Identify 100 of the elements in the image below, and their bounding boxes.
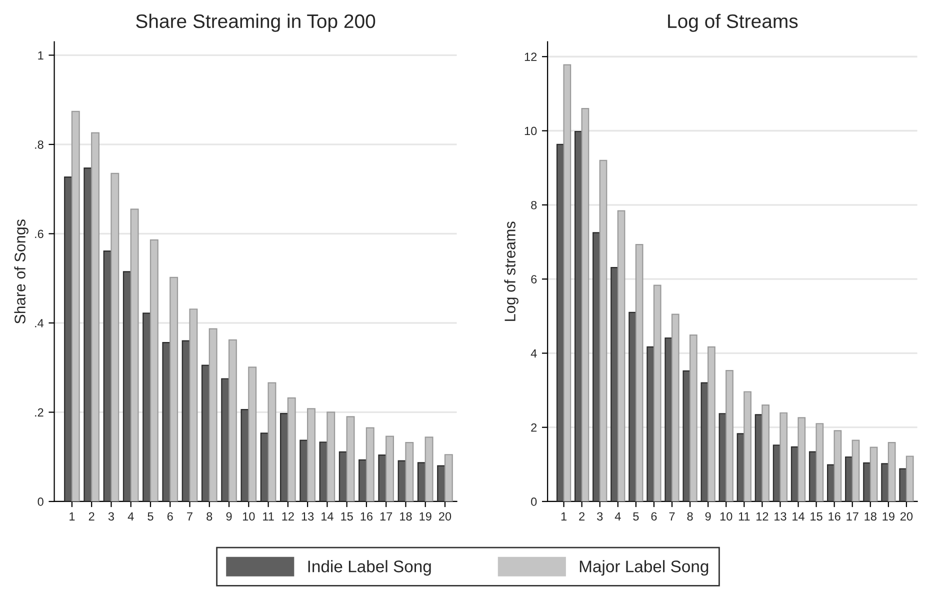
x-tick-label: 18 (400, 512, 412, 521)
bar (852, 440, 860, 502)
x-tick-label: 15 (341, 512, 353, 521)
x-tick-label: 12 (282, 512, 294, 520)
y-tick-label: 4 (530, 349, 537, 358)
bar (780, 412, 788, 502)
bar (228, 339, 237, 502)
bar (268, 382, 276, 502)
y-tick-label: 1 (38, 51, 44, 60)
bar (671, 314, 680, 502)
x-tick-label: 13 (302, 512, 314, 521)
x-tick-label: 3 (108, 512, 114, 521)
bar (726, 370, 734, 502)
y-tick-label: 6 (531, 275, 537, 284)
x-tick-label: 16 (360, 512, 373, 521)
x-tick-label: 14 (792, 512, 804, 520)
y-tick-label: .6 (35, 230, 44, 238)
x-tick-label: 9 (226, 512, 232, 521)
bar (599, 160, 608, 502)
bar (816, 423, 824, 502)
bar (307, 408, 316, 502)
bar (827, 464, 835, 502)
x-tick-label: 8 (206, 512, 212, 521)
bar (386, 436, 394, 502)
bar (424, 436, 434, 502)
y-axis-title: Log of streams (504, 222, 518, 321)
bar (888, 442, 896, 502)
x-tick-label: 6 (651, 512, 657, 521)
y-tick-label: 12 (524, 52, 537, 61)
x-tick-label: 13 (774, 512, 786, 521)
y-axis-title: Share of Songs (14, 220, 28, 324)
bar (708, 346, 716, 502)
x-tick-label: 18 (864, 512, 876, 521)
bar (444, 454, 453, 502)
bar (635, 244, 644, 502)
bar (870, 446, 878, 502)
x-tick-label: 2 (579, 512, 585, 520)
bar (150, 239, 158, 502)
bar (405, 442, 414, 502)
y-tick-label: .8 (35, 140, 44, 149)
x-tick-label: 19 (882, 512, 894, 521)
x-tick-label: 8 (687, 512, 693, 521)
bar (326, 412, 336, 502)
x-tick-label: 14 (322, 512, 334, 520)
x-tick-label: 17 (846, 512, 858, 520)
x-tick-label: 3 (597, 512, 603, 521)
bar (689, 334, 698, 502)
x-tick-label: 17 (380, 512, 392, 520)
x-tick-label: 12 (756, 512, 768, 520)
y-tick-label: 0 (531, 498, 537, 506)
x-tick-label: 4 (128, 512, 134, 520)
bar (189, 308, 198, 502)
bar (91, 132, 100, 502)
bar (287, 397, 296, 502)
bar (208, 328, 218, 502)
y-tick-label: 0 (38, 498, 44, 506)
bar (798, 417, 806, 502)
bar (834, 430, 842, 502)
bar (170, 276, 178, 502)
bar (617, 210, 626, 502)
x-tick-label: 6 (167, 512, 173, 521)
x-tick-label: 2 (88, 512, 94, 520)
bar (71, 110, 80, 502)
x-tick-label: 19 (420, 512, 432, 521)
y-tick-label: 2 (531, 423, 537, 432)
x-tick-label: 15 (810, 512, 822, 521)
bar (366, 427, 374, 502)
x-tick-label: 10 (720, 512, 732, 521)
bar (744, 391, 752, 502)
x-tick-label: 7 (187, 512, 192, 520)
bar (248, 366, 257, 502)
x-tick-label: 20 (900, 512, 913, 521)
bar (346, 416, 355, 502)
x-tick-label: 4 (614, 512, 621, 520)
x-tick-label: 1 (561, 512, 566, 520)
chart-title: Log of Streams (668, 14, 798, 32)
x-tick-label: 16 (828, 512, 840, 521)
legend-label: Indie Label Song (308, 560, 431, 576)
x-tick-label: 9 (705, 512, 711, 521)
bar (581, 108, 590, 502)
y-tick-label: .4 (35, 319, 44, 328)
chart-title: Share Streaming in Top 200 (136, 14, 376, 32)
x-tick-label: 20 (439, 512, 452, 521)
bar (762, 404, 770, 502)
bar (653, 284, 662, 502)
bar (130, 208, 139, 502)
x-tick-label: 5 (148, 512, 154, 521)
x-tick-label: 11 (738, 512, 750, 520)
x-tick-label: 10 (242, 512, 255, 521)
bar (881, 463, 889, 502)
y-tick-label: 10 (524, 126, 537, 136)
y-tick-label: 8 (531, 200, 537, 210)
x-tick-label: 1 (70, 512, 75, 520)
bar (906, 456, 914, 502)
x-tick-label: 5 (633, 512, 639, 521)
y-tick-label: .2 (35, 408, 44, 416)
bar (563, 64, 572, 502)
bar (110, 172, 120, 502)
x-tick-label: 11 (263, 512, 274, 520)
legend-label: Major Label Song (580, 560, 708, 576)
